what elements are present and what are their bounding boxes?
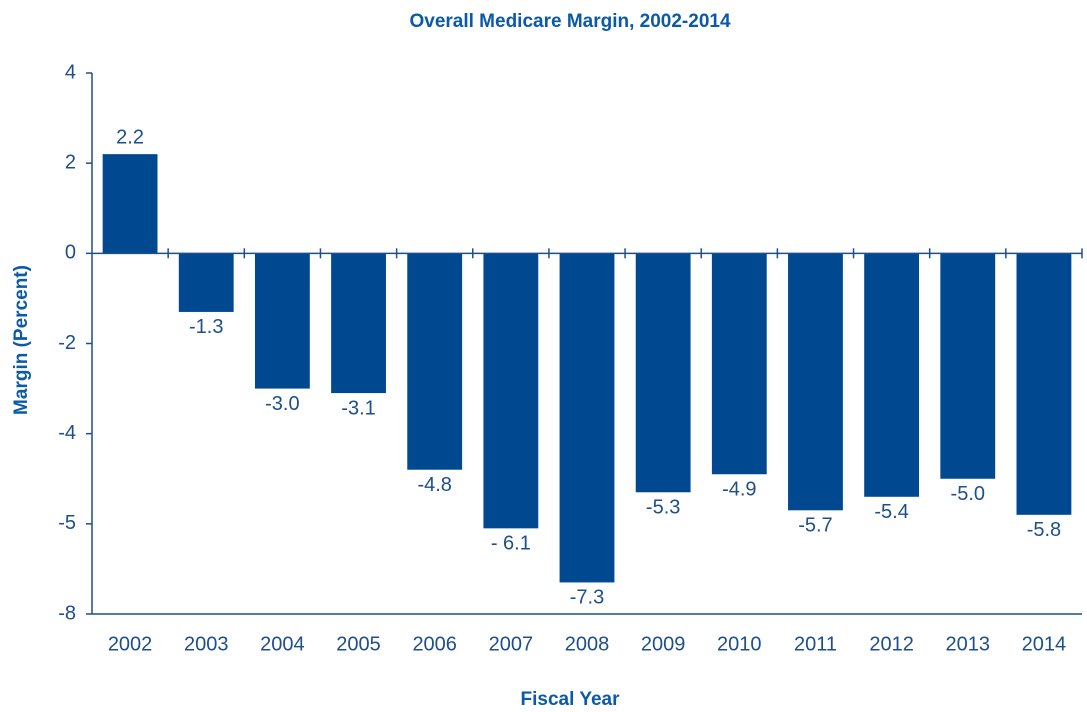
- y-tick-label: -2: [58, 332, 76, 354]
- value-label: -3.1: [341, 397, 375, 419]
- bar: [864, 253, 920, 497]
- bar: [178, 253, 234, 312]
- value-label: -5.8: [1027, 519, 1061, 541]
- value-label: -5.7: [798, 515, 832, 537]
- x-tick-label: 2005: [336, 633, 381, 655]
- value-label: -5.4: [874, 501, 908, 523]
- chart-title: Overall Medicare Margin, 2002-2014: [409, 11, 730, 32]
- bar: [331, 253, 386, 394]
- x-tick-label: 2012: [869, 633, 914, 655]
- bar: [102, 154, 158, 254]
- y-tick-label: -4: [58, 422, 76, 444]
- bar: [1016, 253, 1072, 515]
- value-label: -1.3: [189, 316, 223, 338]
- bar: [711, 253, 767, 475]
- y-tick-label: 2: [65, 151, 76, 173]
- bar: [940, 253, 996, 479]
- x-tick-label: 2006: [412, 633, 457, 655]
- x-tick-label: 2010: [717, 633, 762, 655]
- y-tick-label: 0: [65, 242, 76, 264]
- x-tick-label: 2002: [108, 633, 153, 655]
- y-tick-label: -8: [58, 602, 76, 624]
- value-label: 2.2: [116, 126, 144, 148]
- y-tick-label: 4: [65, 61, 76, 83]
- x-tick-label: 2009: [641, 633, 686, 655]
- y-tick-label: -5: [58, 512, 76, 534]
- x-tick-label: 2014: [1022, 633, 1067, 655]
- value-label: -4.9: [722, 479, 756, 501]
- value-label: -5.0: [951, 483, 985, 505]
- x-tick-label: 2008: [565, 633, 610, 655]
- bar: [483, 253, 539, 529]
- value-label: - 6.1: [491, 533, 531, 555]
- value-label: -5.3: [646, 497, 680, 519]
- x-tick-label: 2003: [184, 633, 229, 655]
- y-axis-label: Margin (Percent): [11, 265, 32, 415]
- x-tick-label: 2011: [794, 633, 837, 655]
- value-label: -7.3: [570, 587, 604, 609]
- bar: [254, 253, 310, 389]
- value-label: -4.8: [417, 474, 451, 496]
- bar: [559, 253, 615, 583]
- x-axis-label: Fiscal Year: [521, 689, 621, 710]
- x-tick-label: 2007: [489, 633, 534, 655]
- bar: [635, 253, 691, 493]
- x-tick-label: 2004: [260, 633, 305, 655]
- x-tick-label: 2013: [946, 633, 991, 655]
- bar: [407, 253, 463, 470]
- value-label: -3.0: [265, 393, 299, 415]
- bar: [788, 253, 843, 511]
